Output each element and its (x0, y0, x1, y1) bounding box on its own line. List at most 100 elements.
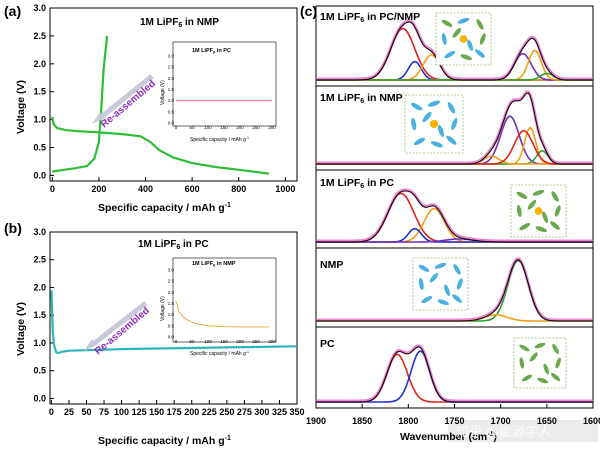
panel-a-inset-title: 1M LiPF6 in PC (192, 48, 231, 55)
schematic-nmp-molecule (444, 284, 451, 296)
schematic-pc-molecule (551, 372, 561, 382)
panel-c-label-pc-salt: 1M LiPF6 in PC (320, 177, 394, 190)
panel-c-xlabel: Wavenumber (cm-1) (400, 431, 497, 443)
panel-b-inset-ytick-label: 1.5 (168, 301, 175, 306)
panel-a-inset: 1M LiPF6 in PC 0.0 0.5 1.0 1.5 2.0 2.5 3.0 0 50 1… (160, 41, 277, 143)
schematic-pc-nmp-salt-molecule (441, 33, 447, 45)
panel-a-xtick-label: 400 (138, 184, 153, 194)
schematic-pc (513, 337, 567, 389)
panel-b-xtick-label: 275 (237, 407, 252, 417)
panel-c-xtick-label: 1700 (491, 416, 511, 426)
panel-b-inset-ytick-label: 2.0 (168, 290, 175, 295)
schematic-pc-molecule (555, 357, 561, 369)
schematic-pc-nmp-salt-molecule (467, 39, 474, 51)
schematic-pc-molecule (529, 352, 538, 362)
spectrum-pc-nmp-salt-measured (316, 21, 593, 81)
panel-b-inset-curve (175, 301, 269, 328)
schematic-nmp-molecule (421, 296, 433, 304)
panel-b-inset-ytick-label: 0.0 (168, 335, 175, 340)
schematic-pc-salt-molecule (535, 226, 547, 233)
panel-a-xtick-label: 800 (231, 184, 246, 194)
schematic-pc-molecule (519, 357, 525, 369)
panel-a-inset-xtick-label: 250 (252, 125, 260, 130)
panel-a-inset-ylabel: Voltage (V) (160, 80, 166, 105)
panel-c-xtick-label: 1850 (352, 416, 372, 426)
schematic-nmp-salt-molecule (427, 100, 441, 107)
panel-b-xtick-label: 250 (219, 407, 234, 417)
spectrum-nmp-fit (316, 257, 593, 322)
schematic-pc-salt-molecule (516, 205, 522, 217)
panel-c-dividers (316, 85, 593, 328)
panel-c-xtick-label: 1800 (398, 416, 418, 426)
panel-a-inset-xtick-label: 150 (220, 125, 228, 130)
panel-a-x-ticks: 0 200 400 600 800 1000 (50, 177, 295, 194)
panel-a: (a) 1M LiPF6 in NMP 0.0 0.5 1.0 1.5 2.0 2.5 3.… (4, 3, 298, 214)
schematic-pc-molecule (537, 377, 549, 384)
panel-b-ytick-label: 3.0 (33, 227, 46, 237)
panel-a-inset-ytick-label: 2.0 (168, 76, 175, 81)
panel-b-ytick-label: 1.0 (33, 338, 46, 348)
panel-c-xtick-label: 1900 (306, 416, 326, 426)
schematic-pc-molecule (519, 344, 530, 352)
panel-a-xtick-label: 600 (185, 184, 200, 194)
panel-b-inset-ytick-label: 1.0 (168, 312, 175, 317)
panel-c-schematics (404, 12, 567, 389)
schematic-pc-nmp-salt-molecule (460, 54, 472, 61)
panel-a-ytick-label: 2.5 (33, 31, 46, 41)
panel-c-letter: (c) (300, 3, 317, 19)
panel-b-xtick-label: 75 (99, 407, 109, 417)
schematic-pc-nmp-salt-molecule (441, 19, 453, 27)
schematic-pc-nmp-salt (435, 12, 492, 66)
schematic-nmp-molecule (453, 264, 461, 275)
schematic-pc-molecule (521, 374, 533, 382)
schematic-nmp-salt-molecule (447, 102, 456, 114)
panel-a-inset-ytick-label: 1.0 (168, 98, 175, 103)
spectrum-pc-measured (316, 346, 593, 403)
panel-b-xtick-label: 0 (49, 407, 54, 417)
panel-b-inset: 1M LiPF6 in NMP 0.0 0.5 1.0 1.5 2.0 2.5 3.0 0 50… (160, 257, 277, 357)
panel-b-inset-ytick-label: 3.0 (168, 268, 175, 273)
schematic-pc-salt-molecule (542, 211, 549, 223)
schematic-nmp-molecule (418, 264, 430, 272)
schematic-nmp-salt-li-ion (429, 119, 439, 129)
panel-b-frame (49, 231, 298, 405)
panel-c-xtick-label: 1600 (583, 416, 600, 426)
spectrum-nmp (316, 257, 593, 322)
panel-b-ytick-label: 0.5 (33, 366, 46, 376)
panel-b-ytick-label: 2.5 (33, 255, 46, 265)
schematic-pc-molecule (534, 342, 546, 349)
watermark-bg (448, 420, 598, 442)
panel-a-inset-ytick-label: 3.0 (168, 54, 175, 59)
schematic-pc-salt-molecule (551, 191, 559, 202)
panel-b-ylabel: Voltage (V) (15, 302, 27, 356)
panel-b-title: 1M LiPF6 in PC (138, 239, 209, 251)
panel-b-xlabel: Specific capacity / mAh g-1 (98, 435, 231, 447)
panel-c-label-nmp-salt: 1M LiPF6 in NMP (320, 92, 403, 105)
schematic-nmp (412, 257, 469, 311)
panel-b-xtick-label: 25 (64, 407, 74, 417)
schematic-pc-nmp-salt-molecule (444, 51, 456, 59)
panel-b-ytick-label: 0.0 (33, 393, 46, 403)
panel-b-inset-series-0 (175, 301, 269, 328)
panel-b-xtick-label: 150 (149, 407, 164, 417)
panel-b-xtick-label: 100 (114, 407, 129, 417)
schematic-pc-nmp-salt-molecule (452, 27, 462, 38)
panel-b-y-ticks: 0.0 0.5 1.0 1.5 2.0 2.5 3.0 (33, 227, 54, 403)
panel-a-inset-ticks: 0.0 0.5 1.0 1.5 2.0 2.5 3.0 0 50 100 150 200 250 300 (168, 54, 277, 131)
panel-a-xtick-label: 0 (50, 184, 55, 194)
panel-b-inset-xtick-label: 100 (204, 339, 212, 344)
schematic-nmp-molecule (418, 278, 424, 290)
panel-a-xlabel: Specific capacity / mAh g-1 (98, 202, 231, 214)
panel-c-spectra (316, 19, 593, 403)
schematic-pc-salt-molecule (550, 221, 560, 230)
panel-b-inset-xtick-label: 50 (189, 339, 195, 344)
panel-a-ytick-label: 0.0 (33, 170, 46, 180)
schematic-pc-nmp-salt-molecule (457, 17, 470, 24)
panel-a-inset-ytick-label: 2.5 (168, 65, 175, 70)
schematic-pc-salt-molecule (516, 191, 528, 199)
spectrum-nmp-measured (316, 259, 593, 322)
panel-a-inset-ytick-label: 0.0 (168, 121, 175, 126)
panel-b-xtick-label: 325 (272, 407, 287, 417)
panel-a-inset-xtick-label: 50 (189, 125, 195, 130)
